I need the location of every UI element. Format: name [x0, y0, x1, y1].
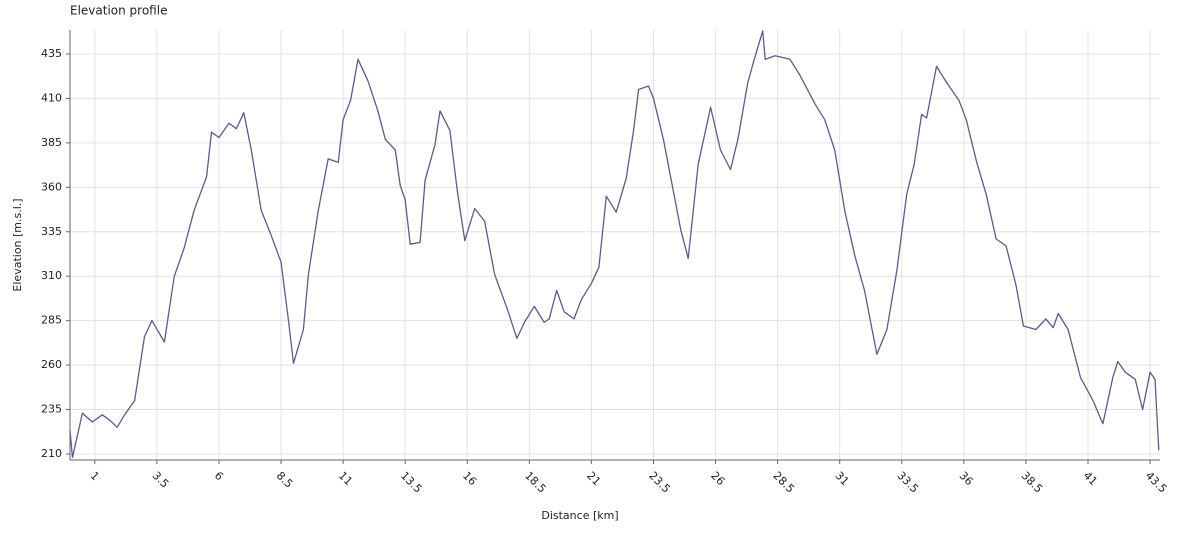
x-tick-label: 43.5	[1143, 469, 1170, 496]
x-tick-label: 11	[336, 469, 355, 488]
x-tick-label: 13.5	[398, 469, 425, 496]
y-tick-label: 410	[41, 91, 62, 104]
x-tick-label: 21	[584, 469, 603, 488]
x-axis-label: Distance [km]	[541, 509, 618, 522]
y-tick-label: 210	[41, 447, 62, 460]
x-tick-label: 28.5	[770, 469, 797, 496]
y-axis-label: Elevation [m.s.l.]	[11, 198, 24, 291]
y-tick-label: 285	[41, 314, 62, 327]
x-tick-label: 23.5	[646, 469, 673, 496]
x-tick-label: 31	[832, 469, 851, 488]
x-tick-label: 6	[212, 469, 226, 483]
x-tick-label: 36	[957, 469, 976, 488]
elevation-line	[69, 30, 1160, 459]
y-tick-label: 335	[41, 225, 62, 238]
y-tick-label: 360	[41, 180, 62, 193]
x-tick-label: 38.5	[1019, 469, 1046, 496]
y-tick-label: 235	[41, 403, 62, 416]
x-tick-label: 41	[1081, 469, 1100, 488]
y-tick-label: 310	[41, 269, 62, 282]
y-tick-label: 385	[41, 136, 62, 149]
x-tick-label: 16	[460, 469, 479, 488]
y-tick-label: 435	[41, 47, 62, 60]
x-tick-label: 26	[708, 469, 727, 488]
x-tick-label: 33.5	[895, 469, 922, 496]
x-tick-label: 3.5	[150, 469, 172, 491]
y-tick-label: 260	[41, 358, 62, 371]
x-tick-label: 18.5	[522, 469, 549, 496]
x-tick-label: 1	[88, 469, 102, 483]
x-tick-label: 8.5	[274, 469, 296, 491]
chart-title: Elevation profile	[70, 4, 167, 18]
